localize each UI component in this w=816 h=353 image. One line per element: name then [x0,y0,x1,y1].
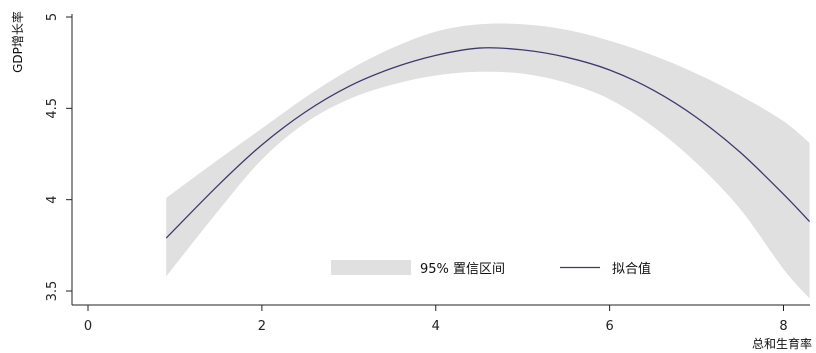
x-tick-label: 4 [432,319,440,334]
x-tick-label: 2 [258,319,266,334]
x-axis-title: 总和生育率 [752,336,812,351]
confidence-band-layer [166,23,810,299]
y-tick-label: 4.5 [45,98,60,119]
x-tick-label: 0 [84,319,92,334]
y-tick-label: 4 [45,196,60,204]
confidence-band [166,23,810,299]
legend-label-line: 拟合值 [612,261,651,277]
x-ticks: 0 2 4 6 8 [84,305,788,334]
y-ticks: 3.5 4 4.5 5 [45,13,72,301]
legend-band-swatch [331,260,411,275]
x-tick-label: 8 [779,319,787,334]
legend: 95% 置信区间 拟合值 [331,260,651,277]
axes [71,14,810,306]
y-axis-title: GDP增长率 [10,11,25,73]
y-tick-label: 5 [45,13,60,21]
x-tick-label: 6 [605,319,613,334]
y-tick-label: 3.5 [45,281,60,302]
legend-label-band: 95% 置信区间 [420,262,505,277]
fitted-line [165,47,811,239]
fitted-line-layer [165,47,811,239]
